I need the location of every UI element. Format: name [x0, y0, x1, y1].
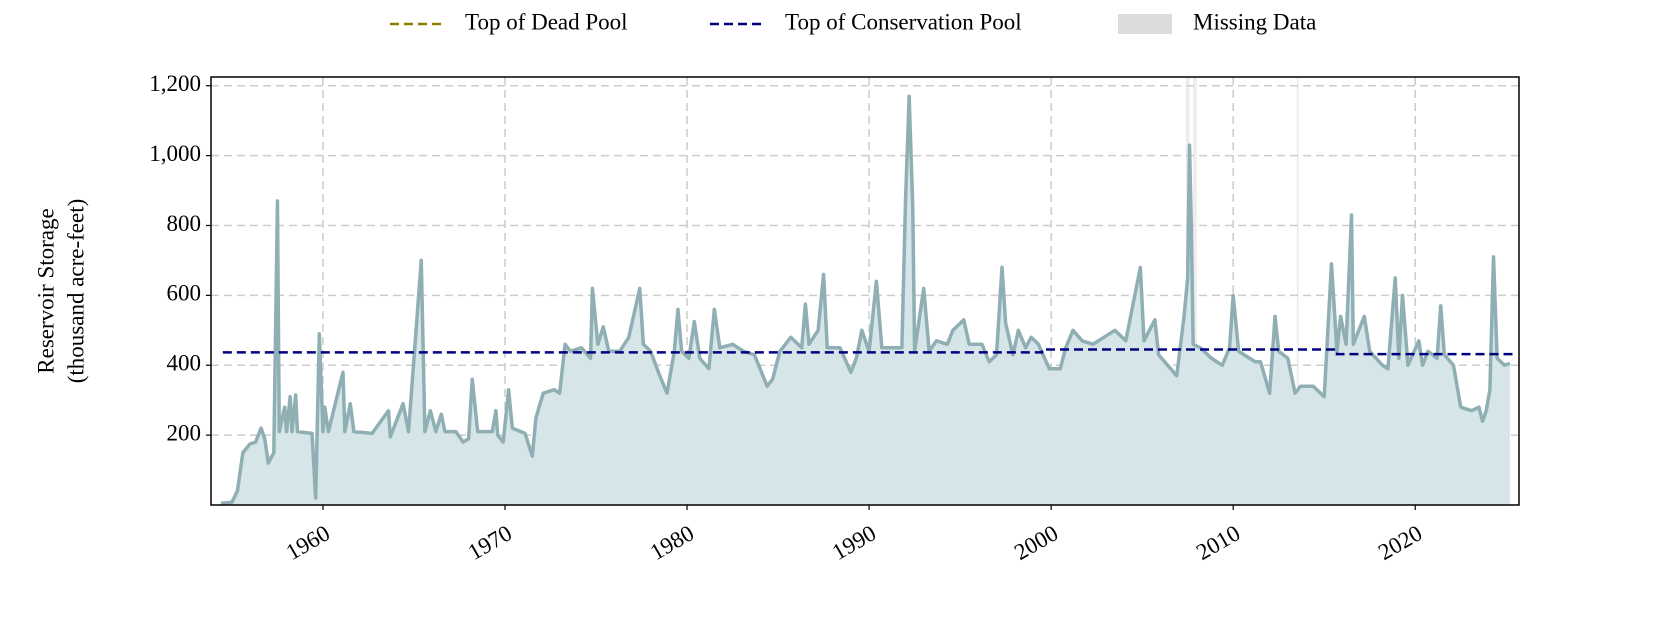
x-tick-label: 1980	[646, 520, 698, 565]
y-tick-label: 200	[167, 420, 202, 445]
legend-swatch	[1118, 14, 1172, 34]
line	[220, 94, 1511, 505]
reference-line	[222, 348, 1514, 356]
missing-band	[1296, 77, 1299, 505]
x-tick-label: 2020	[1374, 520, 1426, 565]
y-tick-label: 1,000	[149, 141, 201, 166]
x-tick-label: 1960	[282, 520, 334, 565]
x-tick-label: 1970	[464, 520, 516, 565]
y-axis-label: Reservoir Storage	[33, 208, 58, 373]
legend-label: Missing Data	[1193, 9, 1316, 34]
plot-frame	[210, 76, 1520, 506]
x-tick-label: 2000	[1010, 520, 1062, 565]
x-tick-label: 1990	[828, 520, 880, 565]
y-axis-label: (thousand acre-feet)	[63, 199, 88, 384]
x-tick-label: 2010	[1192, 520, 1244, 565]
legend-label: Top of Dead Pool	[465, 9, 628, 34]
y-tick-label: 600	[167, 281, 202, 306]
missing-band	[1193, 77, 1197, 505]
y-tick-label: 800	[167, 211, 202, 236]
legend-label: Top of Conservation Pool	[785, 9, 1022, 34]
y-tick-label: 400	[167, 351, 202, 376]
y-tick-label: 1,200	[149, 71, 201, 96]
area	[221, 96, 1510, 506]
